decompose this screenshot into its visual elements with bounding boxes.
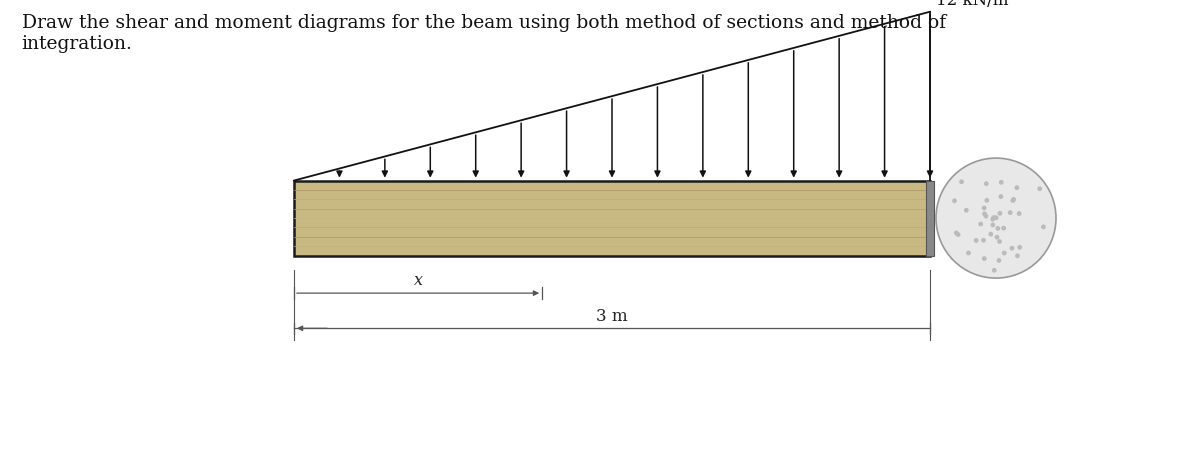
Text: 3 m: 3 m bbox=[596, 308, 628, 325]
Ellipse shape bbox=[1015, 253, 1020, 258]
Ellipse shape bbox=[1008, 210, 1013, 215]
Ellipse shape bbox=[989, 232, 994, 236]
Ellipse shape bbox=[1010, 198, 1015, 203]
Ellipse shape bbox=[992, 268, 997, 272]
Ellipse shape bbox=[990, 217, 995, 222]
Ellipse shape bbox=[990, 223, 995, 227]
Ellipse shape bbox=[955, 232, 960, 237]
Ellipse shape bbox=[982, 238, 986, 242]
Ellipse shape bbox=[995, 235, 1000, 240]
Ellipse shape bbox=[973, 238, 978, 243]
Ellipse shape bbox=[997, 211, 1002, 216]
Polygon shape bbox=[926, 181, 934, 256]
Ellipse shape bbox=[984, 198, 989, 203]
Ellipse shape bbox=[1014, 185, 1019, 190]
Text: Draw the shear and moment diagrams for the beam using both method of sections an: Draw the shear and moment diagrams for t… bbox=[22, 14, 946, 53]
Ellipse shape bbox=[978, 222, 983, 227]
Ellipse shape bbox=[982, 256, 986, 261]
Ellipse shape bbox=[936, 158, 1056, 278]
Ellipse shape bbox=[1009, 246, 1014, 250]
Ellipse shape bbox=[959, 179, 964, 184]
Ellipse shape bbox=[964, 208, 968, 212]
Ellipse shape bbox=[994, 215, 998, 220]
Ellipse shape bbox=[954, 231, 959, 235]
Ellipse shape bbox=[1016, 211, 1021, 216]
Ellipse shape bbox=[996, 226, 1001, 231]
Text: x: x bbox=[414, 272, 422, 289]
Ellipse shape bbox=[997, 239, 1002, 244]
Ellipse shape bbox=[966, 250, 971, 256]
Polygon shape bbox=[294, 181, 930, 256]
Ellipse shape bbox=[1012, 197, 1016, 202]
Ellipse shape bbox=[998, 180, 1003, 185]
Ellipse shape bbox=[984, 214, 989, 219]
Ellipse shape bbox=[1037, 186, 1042, 191]
Ellipse shape bbox=[1042, 225, 1046, 229]
Ellipse shape bbox=[984, 182, 989, 186]
Ellipse shape bbox=[996, 258, 1001, 263]
Ellipse shape bbox=[982, 205, 986, 211]
Ellipse shape bbox=[1018, 245, 1022, 250]
Ellipse shape bbox=[982, 212, 986, 216]
Text: 12 kN/m: 12 kN/m bbox=[936, 0, 1008, 9]
Ellipse shape bbox=[998, 194, 1003, 199]
Ellipse shape bbox=[952, 198, 956, 203]
Ellipse shape bbox=[991, 215, 996, 220]
Ellipse shape bbox=[1002, 250, 1007, 256]
Ellipse shape bbox=[1001, 226, 1006, 231]
